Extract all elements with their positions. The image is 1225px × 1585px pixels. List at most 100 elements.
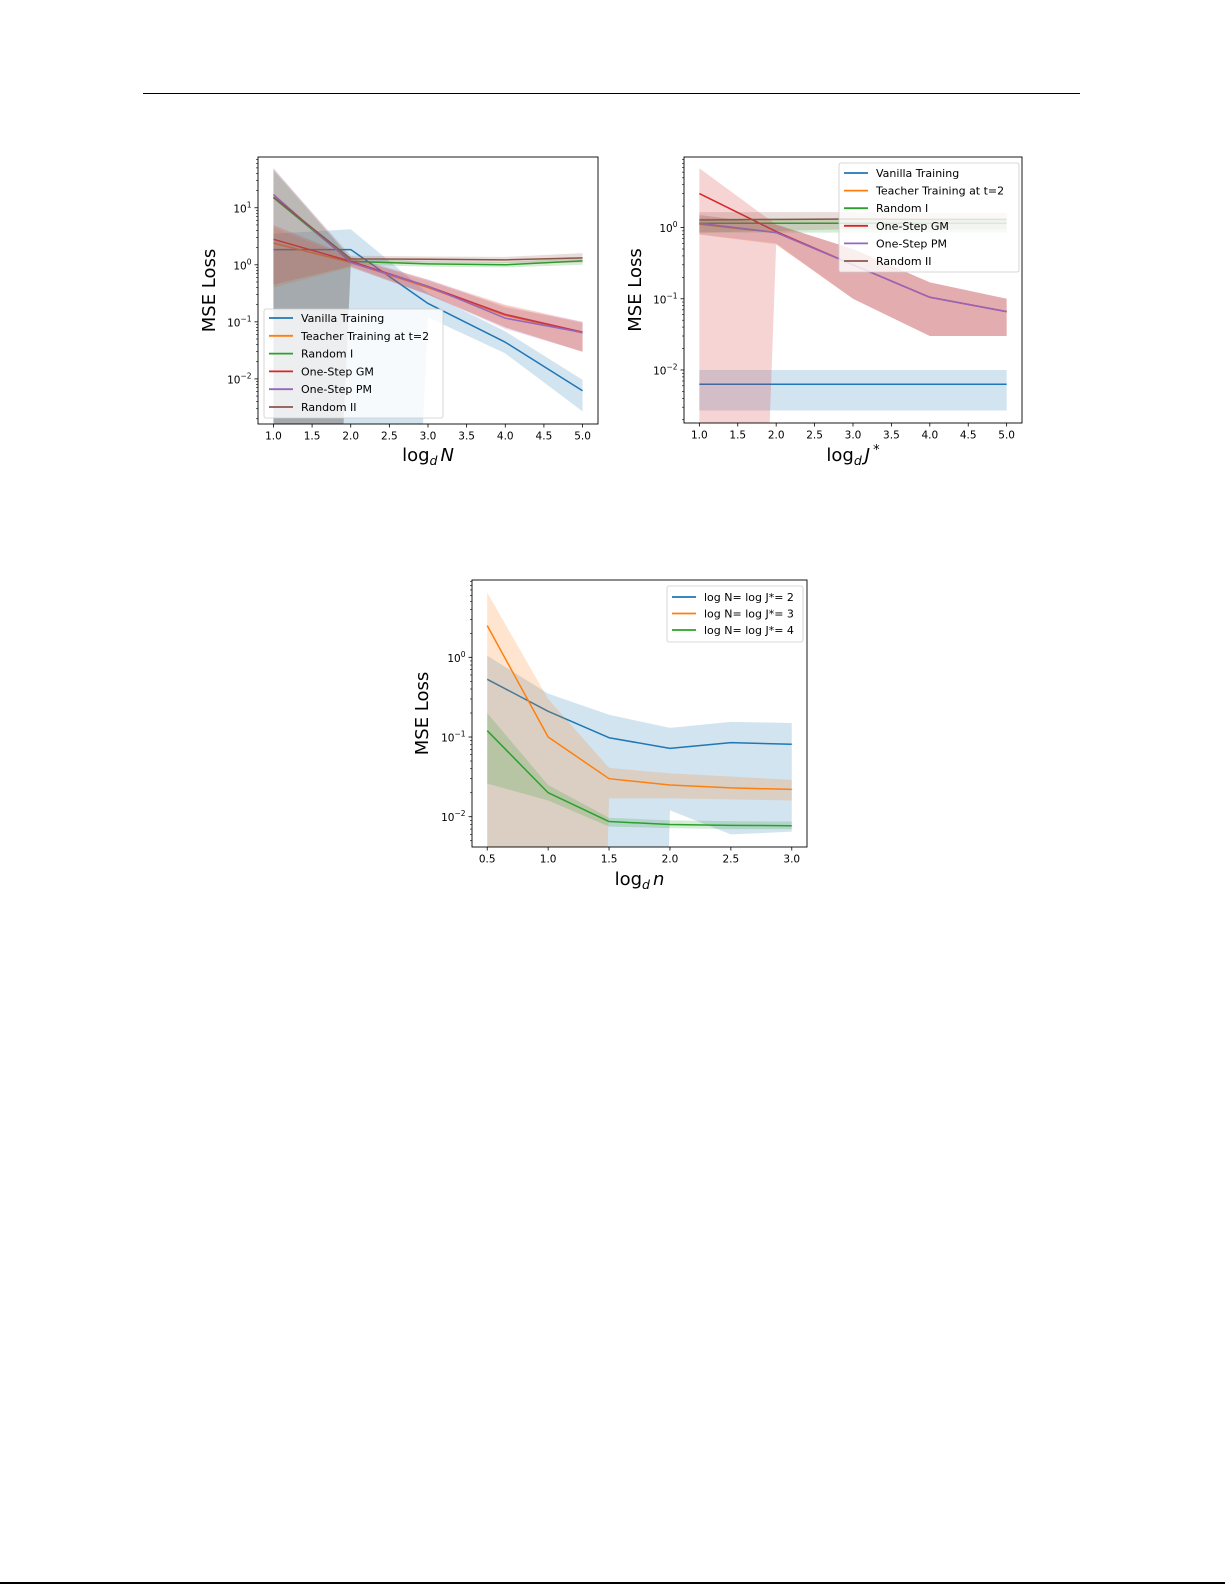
legend-entry: Vanilla Training <box>269 312 384 325</box>
x-tick-label: 0.5 <box>479 854 496 866</box>
y-tick-label: 10−2 <box>441 809 466 824</box>
one-step-pm-confidence-band <box>699 215 1007 336</box>
x-tick-label: 2.5 <box>381 431 398 443</box>
legend-label: Vanilla Training <box>301 312 384 325</box>
x-tick-label: 3.0 <box>783 854 800 866</box>
y-axis: 10−2 10−1 100 101 <box>227 159 258 420</box>
legend-entry: Random II <box>269 401 357 414</box>
x-tick-label: 3.0 <box>420 431 437 443</box>
legend: Vanilla Training Teacher Training at t=2 R… <box>263 308 444 419</box>
x-axis-label: logd N <box>402 445 454 468</box>
y-tick-label: 10−1 <box>653 291 678 306</box>
x-tick-label: 4.5 <box>536 431 553 443</box>
x-tick-label: 1.0 <box>265 431 282 443</box>
one-step-pm-line <box>272 194 583 334</box>
x-tick-label: 1.5 <box>729 430 746 442</box>
legend-label: Teacher Training at t=2 <box>300 330 429 343</box>
teacher-training-at-t-2-confidence-band <box>699 215 1007 336</box>
y-tick-label: 101 <box>233 200 251 215</box>
axes-frame <box>471 579 808 848</box>
y-tick-label: 10−1 <box>441 730 466 745</box>
y-axis: 10−2 10−1 100 <box>653 159 684 421</box>
y-axis-label: MSE Loss <box>199 249 220 333</box>
y-tick-label: 10−2 <box>653 362 678 377</box>
log-n-log-j-3-confidence-band <box>487 592 792 847</box>
vanilla-training-line <box>273 248 583 392</box>
x-axis-label: logd J * <box>826 443 880 468</box>
legend-label: Random II <box>301 401 357 414</box>
legend-entry: log N= log J*= 3 <box>672 608 794 621</box>
plot-area <box>699 168 1007 423</box>
random-ii-line <box>272 196 583 261</box>
legend-label: Vanilla Training <box>876 167 959 180</box>
legend-entry: log N= log J*= 2 <box>672 591 794 604</box>
legend-entry: Random II <box>844 255 932 268</box>
log-n-log-j-4-line <box>486 730 792 827</box>
y-axis-label: MSE Loss <box>412 672 433 756</box>
legend-entry: One-Step GM <box>844 220 949 233</box>
legend: log N= log J*= 2 log N= log J*= 3 log N= l… <box>666 585 804 643</box>
x-tick-label: 5.0 <box>574 431 591 443</box>
x-tick-label: 2.0 <box>662 854 679 866</box>
legend-box <box>263 308 444 419</box>
x-tick-label: 2.5 <box>806 430 823 442</box>
y-axis: 10−2 10−1 100 <box>441 580 472 842</box>
legend-entry: log N= log J*= 4 <box>672 624 794 637</box>
legend-entry: One-Step GM <box>269 365 374 378</box>
x-tick-label: 1.0 <box>540 854 557 866</box>
legend-entry: One-Step PM <box>269 383 372 396</box>
y-tick-label: 100 <box>447 650 465 665</box>
plot-area <box>486 592 792 847</box>
y-tick-label: 100 <box>659 220 677 235</box>
legend-entry: Random I <box>844 202 928 215</box>
x-tick-label: 2.0 <box>342 431 359 443</box>
legend-label: Teacher Training at t=2 <box>875 185 1004 198</box>
legend-label: log N= log J*= 3 <box>704 608 794 621</box>
legend-label: One-Step PM <box>301 383 372 396</box>
x-tick-label: 3.0 <box>845 430 862 442</box>
legend-box <box>838 162 1020 273</box>
x-axis: 0.5 1.0 1.5 2.0 2.5 3.0 <box>479 847 800 866</box>
legend-label: One-Step GM <box>876 220 949 233</box>
log-n-log-j-3-line <box>486 625 792 791</box>
x-tick-label: 5.0 <box>998 430 1015 442</box>
x-tick-label: 1.0 <box>691 430 708 442</box>
x-axis-label: logd n <box>615 869 665 892</box>
legend-label: Random I <box>301 348 353 361</box>
legend-label: log N= log J*= 2 <box>704 591 794 604</box>
legend-label: Random I <box>876 202 928 215</box>
legend-entry: Vanilla Training <box>844 167 959 180</box>
y-tick-label: 10−1 <box>227 314 252 329</box>
y-tick-label: 10−2 <box>227 371 252 386</box>
legend-label: Random II <box>876 255 932 268</box>
teacher-training-at-t-2-line <box>273 242 583 334</box>
y-axis-label: MSE Loss <box>625 248 646 332</box>
x-tick-label: 4.0 <box>921 430 938 442</box>
chart-mse-vs-log-n-samples: 1.0 1.5 2.0 2.5 3.0 3.5 4.0 4.5 5.010−210−110010… <box>199 156 599 468</box>
legend-entry: Teacher Training at t=2 <box>844 185 1004 198</box>
legend-label: log N= log J*= 4 <box>704 624 794 637</box>
legend-label: One-Step PM <box>876 237 947 250</box>
x-tick-label: 2.0 <box>768 430 785 442</box>
x-axis: 1.0 1.5 2.0 2.5 3.0 3.5 4.0 4.5 5.0 <box>265 424 591 443</box>
x-tick-label: 3.5 <box>458 431 475 443</box>
x-tick-label: 2.5 <box>723 854 740 866</box>
x-tick-label: 4.0 <box>497 431 514 443</box>
x-tick-label: 4.5 <box>960 430 977 442</box>
chart-mse-vs-log-j-star: 1.0 1.5 2.0 2.5 3.0 3.5 4.0 4.5 5.0 10−2 10−1 100 MS… <box>625 156 1023 468</box>
x-tick-label: 1.5 <box>601 854 618 866</box>
x-axis: 1.0 1.5 2.0 2.5 3.0 3.5 4.0 4.5 5.0 <box>691 423 1015 442</box>
legend-entry: One-Step PM <box>844 237 947 250</box>
x-tick-label: 1.5 <box>304 431 321 443</box>
legend-label: One-Step GM <box>301 365 374 378</box>
one-step-gm-confidence-band <box>273 224 583 352</box>
y-tick-label: 100 <box>233 257 251 272</box>
legend: Vanilla Training Teacher Training at t=2 R… <box>838 162 1020 273</box>
legend-entry: Teacher Training at t=2 <box>269 330 429 343</box>
log-n-log-j-2-line <box>486 678 792 750</box>
page-footer-rule <box>0 1582 1225 1584</box>
chart-mse-vs-log-n: 0.5 1.0 1.5 2.0 2.5 3.0 10−2 10−1 100 MSE Loss log… <box>412 579 808 892</box>
legend-entry: Random I <box>269 348 353 361</box>
page-header-rule <box>143 93 1080 94</box>
